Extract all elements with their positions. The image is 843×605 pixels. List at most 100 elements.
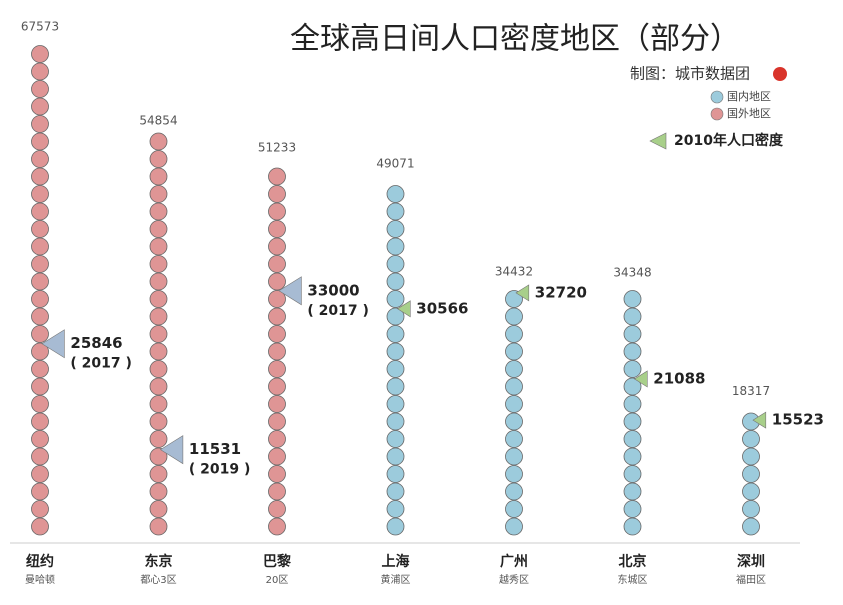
pictogram-dot [623, 360, 642, 378]
pictogram-dot [31, 220, 49, 238]
pictogram-dot [505, 447, 523, 466]
pictogram-dot [31, 45, 49, 63]
marker-label: 15523 [772, 411, 824, 429]
pictogram-dot [505, 395, 523, 413]
pictogram-dot [268, 465, 286, 483]
pictogram-dot [31, 132, 49, 151]
pictogram-dot [268, 500, 286, 518]
pictogram-dot [268, 237, 286, 256]
pictogram-dot [31, 97, 49, 116]
legend-marker [649, 132, 667, 150]
pictogram-dot [386, 377, 405, 396]
pictogram-dot [31, 342, 49, 361]
pictogram-dot [386, 360, 405, 378]
pictogram-dot [386, 307, 405, 326]
pictogram-dot [386, 482, 405, 501]
pictogram-dot [386, 237, 405, 256]
pictogram-dot [31, 115, 49, 133]
pictogram-column [742, 412, 760, 536]
pictogram-dot [149, 150, 168, 168]
marker [278, 276, 302, 306]
value-label: 34348 [613, 265, 651, 279]
pictogram-dot [268, 412, 286, 431]
marker-label: 25846 [70, 334, 122, 352]
pictogram-dot [149, 395, 168, 413]
pictogram-dot [386, 412, 405, 431]
credit: 制图：城市数据团 [630, 65, 750, 83]
pictogram-dot [268, 430, 286, 448]
pictogram-dot [149, 360, 168, 378]
pictogram-dot [149, 377, 168, 396]
pictogram-dot [386, 465, 405, 483]
pictogram-dot [268, 202, 286, 221]
pictogram-dot [268, 395, 286, 413]
pictogram-dot [386, 255, 405, 273]
marker [633, 370, 648, 388]
pictogram-dot [742, 465, 760, 483]
pictogram-dot [31, 290, 49, 308]
marker [515, 284, 530, 302]
pictogram-dot [268, 517, 286, 536]
pictogram-dot [268, 377, 286, 396]
pictogram-dot [31, 62, 49, 81]
pictogram-dot [149, 447, 168, 466]
pictogram-dot [505, 412, 523, 431]
chart-title: 全球高日间人口密度地区（部分） [290, 22, 740, 57]
pictogram-dot [505, 290, 523, 308]
pictogram-dot [31, 325, 49, 343]
pictogram-dot [386, 220, 405, 238]
subcategory-label: 黄浦区 [381, 573, 411, 586]
pictogram-dot [149, 132, 168, 151]
pictogram-dot [31, 430, 49, 448]
pictogram-dot [623, 395, 642, 413]
pictogram-dot [505, 500, 523, 518]
pictogram-dot [386, 500, 405, 518]
pictogram-dot [742, 517, 760, 536]
pictogram-dot [31, 202, 49, 221]
pictogram-dot [149, 255, 168, 273]
pictogram-dot [31, 412, 49, 431]
pictogram-dot [149, 325, 168, 343]
pictogram-dot [268, 290, 286, 308]
pictogram-dot [742, 430, 760, 448]
pictogram-dot [268, 307, 286, 326]
legend-label: 2010年人口密度 [674, 132, 784, 149]
pictogram-dot [386, 447, 405, 466]
pictogram-dot [505, 307, 523, 326]
subcategory-label: 越秀区 [499, 573, 529, 586]
pictogram-dot [505, 342, 523, 361]
pictogram-dot [149, 500, 168, 518]
pictogram-dot [268, 325, 286, 343]
pictogram-dot [386, 325, 405, 343]
value-label: 54854 [139, 114, 177, 128]
marker-note: ( 2019 ) [189, 462, 251, 478]
pictogram-dot [31, 272, 49, 291]
pictogram-dot [623, 377, 642, 396]
pictogram-dot [31, 237, 49, 256]
pictogram-dot [623, 500, 642, 518]
pictogram-dot [268, 185, 286, 203]
pictogram-dot [623, 465, 642, 483]
marker-note: ( 2017 ) [307, 303, 369, 319]
value-label: 49071 [376, 156, 414, 170]
pictogram-dot [149, 482, 168, 501]
subcategory-label: 20区 [266, 574, 289, 586]
pictogram-dot [31, 395, 49, 413]
pictogram-dot [386, 517, 405, 536]
pictogram-dot [31, 517, 49, 536]
pictogram-dot [386, 290, 405, 308]
category-label: 纽约 [26, 553, 54, 570]
subcategory-label: 曼哈顿 [25, 573, 55, 586]
marker-label: 32720 [535, 283, 587, 301]
pictogram-dot [149, 185, 168, 203]
pictogram-dot [31, 150, 49, 168]
pictogram-dot [623, 517, 642, 536]
pictogram-dot [505, 360, 523, 378]
pictogram-dot [268, 220, 286, 238]
marker-note: ( 2017 ) [70, 356, 132, 372]
pictogram-dot [31, 167, 49, 186]
pictogram-dot [268, 255, 286, 273]
legend-label: 国外地区 [727, 107, 771, 120]
pictogram-dot [386, 430, 405, 448]
category-label: 东京 [145, 553, 173, 570]
